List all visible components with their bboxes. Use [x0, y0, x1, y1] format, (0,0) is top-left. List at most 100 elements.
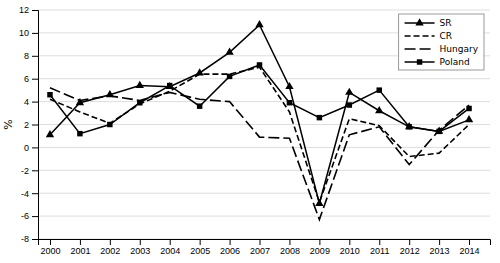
marker	[197, 103, 202, 108]
tick-mark	[319, 239, 320, 245]
tick-label: -4	[21, 189, 29, 199]
marker	[287, 100, 292, 105]
marker	[345, 88, 353, 95]
tick-mark	[50, 239, 51, 245]
marker	[167, 83, 172, 88]
tick: 2010	[340, 239, 360, 256]
plot-area: 2000200120022003200420052006200720082009…	[19, 5, 491, 256]
legend: SRCRHungaryPoland	[399, 14, 484, 70]
tick: 2004	[160, 239, 180, 256]
chart: 2000200120022003200420052006200720082009…	[0, 0, 500, 263]
marker	[347, 102, 352, 107]
grid-line	[38, 147, 490, 148]
legend-swatch	[405, 35, 435, 37]
grid-line	[38, 78, 490, 79]
tick-label: 2006	[220, 246, 240, 256]
tick: 2	[24, 120, 38, 130]
marker	[225, 48, 233, 55]
grid-line	[38, 170, 490, 171]
tick-label: 2014	[460, 246, 480, 256]
tick: 2001	[70, 239, 90, 256]
tick-label: 2002	[100, 246, 120, 256]
y-axis-label: %	[2, 119, 15, 129]
series-line	[50, 67, 469, 202]
tick: 2008	[280, 239, 300, 256]
tick-mark	[32, 102, 38, 103]
tick-label: 2011	[370, 246, 389, 256]
tick-mark	[230, 239, 231, 245]
tick-label: 2	[24, 120, 29, 130]
tick: 2000	[40, 239, 60, 256]
tick-mark	[32, 10, 38, 11]
tick-mark	[32, 33, 38, 34]
tick-label: -2	[21, 166, 29, 176]
marker	[466, 106, 471, 111]
marker	[136, 81, 144, 88]
tick-label: 8	[24, 51, 29, 61]
legend-item: SR	[405, 18, 452, 28]
tick-mark	[32, 79, 38, 80]
tick-mark	[349, 239, 350, 245]
tick-label: 2001	[70, 246, 90, 256]
tick-mark	[289, 239, 290, 245]
tick: 2003	[130, 239, 150, 256]
marker	[107, 122, 112, 127]
tick: -2	[21, 166, 38, 176]
tick-label: 2012	[400, 246, 420, 256]
tick-mark	[32, 170, 38, 171]
tick-mark	[260, 239, 261, 245]
tick-mark	[32, 147, 38, 148]
series-line	[50, 88, 469, 220]
marker	[257, 62, 262, 67]
tick: 2011	[370, 239, 389, 256]
marker	[46, 130, 54, 137]
grid-line	[38, 101, 490, 102]
tick-mark	[32, 193, 38, 194]
legend-swatch-marker	[415, 18, 423, 25]
tick-label: 2013	[430, 246, 450, 256]
tick-label: 12	[19, 5, 29, 15]
tick: 2007	[250, 239, 270, 256]
legend-label: Hungary	[440, 44, 479, 54]
tick-label: 10	[19, 28, 29, 38]
tick: 4	[24, 97, 38, 107]
tick-label: 2009	[310, 246, 330, 256]
legend-swatch-marker	[417, 59, 422, 64]
tick-label: 4	[24, 97, 29, 107]
series-line	[50, 65, 469, 134]
tick-mark	[32, 239, 38, 240]
tick-mark	[409, 239, 410, 245]
tick: 0	[24, 143, 38, 153]
marker	[465, 115, 473, 122]
grid-line	[38, 193, 490, 194]
tick-mark	[140, 239, 141, 245]
legend-item: Hungary	[405, 44, 479, 54]
tick: 2006	[220, 239, 240, 256]
grid-line	[38, 124, 490, 125]
tick-mark	[80, 239, 81, 245]
marker	[315, 199, 323, 206]
tick: 2013	[430, 239, 450, 256]
marker	[255, 20, 263, 27]
tick: 12	[19, 5, 38, 15]
tick: 2012	[400, 239, 420, 256]
tick-mark	[469, 239, 470, 245]
axis-line	[32, 11, 39, 240]
grid-line	[38, 10, 490, 11]
tick-label: 0	[24, 143, 29, 153]
marker	[137, 100, 142, 105]
tick-label: 6	[24, 74, 29, 84]
marker	[285, 82, 293, 89]
tick-mark	[32, 125, 38, 126]
tick: 2014	[460, 239, 480, 256]
marker	[77, 131, 82, 136]
tick-mark	[200, 239, 201, 245]
tick: -6	[21, 211, 38, 221]
marker	[406, 124, 411, 129]
tick-mark	[379, 239, 380, 245]
tick-label: 2003	[130, 246, 150, 256]
marker	[47, 92, 52, 97]
tick-mark	[110, 239, 111, 245]
legend-box	[399, 14, 484, 70]
tick: 6	[24, 74, 38, 84]
